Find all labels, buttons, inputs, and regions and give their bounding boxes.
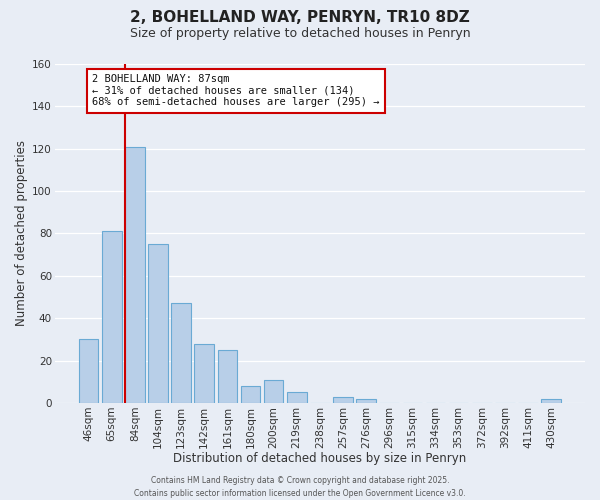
Text: Contains HM Land Registry data © Crown copyright and database right 2025.
Contai: Contains HM Land Registry data © Crown c…	[134, 476, 466, 498]
Bar	[356, 398, 376, 403]
Text: Size of property relative to detached houses in Penryn: Size of property relative to detached ho…	[130, 28, 470, 40]
Bar	[125, 146, 145, 403]
Bar	[264, 380, 283, 403]
Bar	[79, 340, 98, 403]
Text: 2 BOHELLAND WAY: 87sqm
← 31% of detached houses are smaller (134)
68% of semi-de: 2 BOHELLAND WAY: 87sqm ← 31% of detached…	[92, 74, 379, 108]
Bar	[148, 244, 168, 403]
Bar	[102, 232, 122, 403]
X-axis label: Distribution of detached houses by size in Penryn: Distribution of detached houses by size …	[173, 452, 466, 465]
Bar	[218, 350, 237, 403]
Bar	[241, 386, 260, 403]
Text: 2, BOHELLAND WAY, PENRYN, TR10 8DZ: 2, BOHELLAND WAY, PENRYN, TR10 8DZ	[130, 10, 470, 25]
Y-axis label: Number of detached properties: Number of detached properties	[15, 140, 28, 326]
Bar	[541, 398, 561, 403]
Bar	[171, 304, 191, 403]
Bar	[194, 344, 214, 403]
Bar	[333, 396, 353, 403]
Bar	[287, 392, 307, 403]
